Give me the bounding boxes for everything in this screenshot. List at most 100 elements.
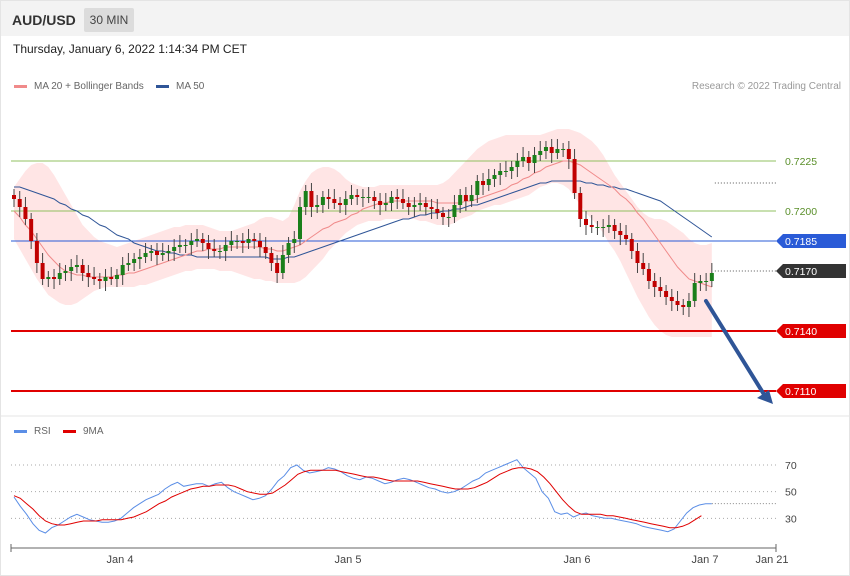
candle	[601, 219, 606, 237]
legend-ma50-label: MA 50	[176, 81, 205, 92]
candle	[543, 141, 548, 159]
candle	[572, 149, 577, 199]
candle-body	[240, 241, 245, 243]
candle	[646, 263, 651, 289]
candle	[412, 197, 417, 217]
rsi-tick-label: 70	[785, 460, 797, 472]
candle-body	[320, 197, 325, 205]
candle-body	[120, 265, 125, 275]
candle-body	[97, 279, 102, 281]
candle-body	[658, 287, 663, 291]
candle-body	[360, 197, 365, 198]
candle-body	[155, 251, 159, 255]
legend-9ma: 9MA	[63, 426, 104, 437]
candle	[360, 189, 365, 207]
candle	[463, 187, 468, 211]
candle-body	[521, 157, 526, 161]
datetime-label: Thursday, January 6, 2022 1:14:34 PM CET	[13, 42, 247, 56]
candle	[509, 161, 514, 179]
x-tick-label: Jan 21	[755, 554, 788, 566]
candle	[612, 219, 617, 239]
candle	[126, 253, 131, 271]
candle-body	[212, 249, 217, 251]
candle-body	[280, 255, 285, 273]
candle-body	[114, 275, 119, 279]
candle-body	[629, 239, 634, 251]
candle	[452, 195, 457, 223]
candle-body	[149, 251, 154, 253]
candle-body	[349, 195, 354, 199]
candle	[143, 243, 148, 263]
candle	[257, 233, 262, 257]
candle	[160, 243, 165, 261]
candle	[629, 233, 634, 259]
bollinger-band	[14, 129, 712, 337]
level-label: 0.7140	[785, 326, 817, 338]
candle	[74, 255, 79, 273]
candle-body	[229, 241, 234, 245]
candle	[309, 183, 314, 217]
candle	[681, 299, 686, 315]
level-label: 0.7200	[785, 206, 817, 218]
candle-body	[578, 193, 583, 219]
candle	[86, 265, 91, 287]
level-label: 0.7110	[785, 386, 816, 398]
candle	[435, 199, 440, 219]
legend-9ma-swatch	[63, 430, 76, 433]
candle-body	[126, 263, 131, 265]
candle	[177, 235, 182, 253]
candle	[275, 255, 280, 283]
candle-body	[298, 207, 302, 239]
candle	[378, 193, 383, 215]
candle	[389, 191, 394, 211]
candle-body	[160, 253, 165, 255]
level-tag-support	[776, 384, 846, 398]
candle-body	[92, 277, 97, 279]
chart-header: AUD/USD 30 MIN	[1, 1, 849, 36]
forecast-arrow	[704, 299, 767, 398]
candle	[97, 273, 102, 289]
candle	[498, 163, 503, 185]
candle	[469, 185, 474, 207]
candle	[235, 235, 240, 249]
candle	[246, 229, 251, 249]
candle-body	[646, 269, 651, 281]
candle	[189, 233, 194, 255]
candle-body	[80, 265, 85, 273]
candle-body	[641, 263, 646, 269]
candle	[606, 215, 611, 233]
candle	[584, 211, 588, 235]
candle	[223, 237, 228, 261]
candle	[372, 191, 377, 209]
timeframe-button[interactable]: 30 MIN	[84, 8, 134, 32]
candle	[332, 189, 337, 209]
candle-body	[686, 301, 691, 307]
x-tick-label: Jan 4	[107, 554, 134, 566]
candle	[709, 263, 714, 287]
candle-body	[566, 149, 571, 159]
candle	[286, 237, 291, 263]
candle-body	[475, 181, 480, 195]
candle	[52, 269, 57, 289]
candle-body	[515, 161, 520, 167]
candle	[395, 189, 400, 209]
candle-body	[572, 159, 577, 193]
level-label: 0.7225	[785, 156, 817, 168]
candle-body	[549, 147, 554, 153]
candle	[109, 267, 114, 285]
candle-body	[275, 263, 280, 273]
candle	[298, 197, 302, 245]
candle-body	[503, 171, 508, 172]
candle-body	[200, 239, 205, 243]
candle-body	[526, 157, 531, 163]
candle-body	[74, 265, 79, 267]
candle-body	[429, 207, 434, 209]
candle	[103, 269, 108, 291]
candle	[595, 221, 600, 235]
candle-body	[383, 203, 388, 205]
candle-body	[372, 197, 377, 201]
candle-body	[606, 225, 611, 227]
candle	[441, 207, 445, 225]
level-tag-last	[776, 264, 846, 278]
